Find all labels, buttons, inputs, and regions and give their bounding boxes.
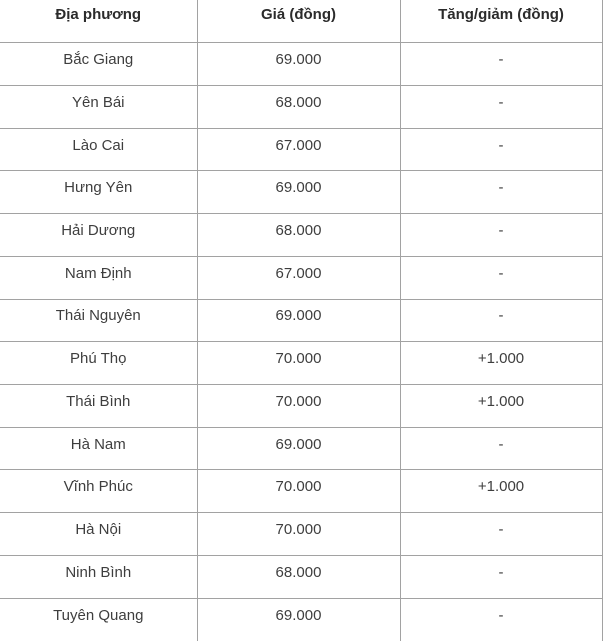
cell-location: Hà Nam: [0, 426, 198, 470]
cell-change: -: [400, 298, 603, 342]
cell-price: 69.000: [197, 170, 401, 214]
cell-price: 68.000: [197, 554, 401, 599]
cell-price: 69.000: [197, 426, 401, 470]
table-row: Nam Định 67.000 -: [0, 255, 603, 300]
cell-price: 69.000: [197, 597, 401, 641]
header-row: Địa phương Giá (đồng) Tăng/giảm (đồng): [0, 0, 603, 43]
table-row: Hà Nam 69.000 -: [0, 426, 603, 470]
cell-change: +1.000: [400, 383, 603, 428]
cell-location: Bắc Giang: [0, 42, 198, 86]
cell-change: -: [400, 597, 603, 641]
cell-location: Yên Bái: [0, 84, 198, 129]
cell-change: -: [400, 42, 603, 86]
cell-price: 69.000: [197, 42, 401, 86]
cell-price: 67.000: [197, 255, 401, 300]
col-header-change: Tăng/giảm (đồng): [400, 0, 603, 43]
cell-change: -: [400, 213, 603, 257]
cell-location: Hưng Yên: [0, 170, 198, 214]
table-row: Vĩnh Phúc 70.000 +1.000: [0, 469, 603, 513]
cell-change: -: [400, 84, 603, 129]
table-row: Yên Bái 68.000 -: [0, 84, 603, 129]
cell-price: 68.000: [197, 213, 401, 257]
table-row: Ninh Bình 68.000 -: [0, 554, 603, 599]
col-header-location: Địa phương: [0, 0, 198, 43]
cell-price: 70.000: [197, 512, 401, 556]
table-row: Lào Cai 67.000 -: [0, 127, 603, 171]
table-row: Thái Nguyên 69.000 -: [0, 298, 603, 342]
cell-price: 70.000: [197, 341, 401, 385]
table-row: Hà Nội 70.000 -: [0, 512, 603, 556]
cell-location: Tuyên Quang: [0, 597, 198, 641]
cell-location: Vĩnh Phúc: [0, 469, 198, 513]
cell-location: Hà Nội: [0, 512, 198, 556]
cell-change: -: [400, 255, 603, 300]
cell-change: -: [400, 127, 603, 171]
cell-change: +1.000: [400, 341, 603, 385]
cell-change: +1.000: [400, 469, 603, 513]
table-row: Bắc Giang 69.000 -: [0, 42, 603, 86]
col-header-price: Giá (đồng): [197, 0, 401, 43]
cell-location: Ninh Bình: [0, 554, 198, 599]
cell-price: 68.000: [197, 84, 401, 129]
cell-location: Thái Bình: [0, 383, 198, 428]
cell-price: 70.000: [197, 469, 401, 513]
cell-change: -: [400, 512, 603, 556]
table-row: Phú Thọ 70.000 +1.000: [0, 341, 603, 385]
cell-location: Lào Cai: [0, 127, 198, 171]
table-row: Thái Bình 70.000 +1.000: [0, 383, 603, 428]
cell-change: -: [400, 426, 603, 470]
cell-location: Phú Thọ: [0, 341, 198, 385]
table-row: Hưng Yên 69.000 -: [0, 170, 603, 214]
cell-change: -: [400, 554, 603, 599]
table-row: Hải Dương 68.000 -: [0, 213, 603, 257]
cell-location: Hải Dương: [0, 213, 198, 257]
table-row: Tuyên Quang 69.000 -: [0, 597, 603, 641]
cell-price: 70.000: [197, 383, 401, 428]
cell-location: Nam Định: [0, 255, 198, 300]
cell-price: 69.000: [197, 298, 401, 342]
cell-location: Thái Nguyên: [0, 298, 198, 342]
cell-change: -: [400, 170, 603, 214]
cell-price: 67.000: [197, 127, 401, 171]
